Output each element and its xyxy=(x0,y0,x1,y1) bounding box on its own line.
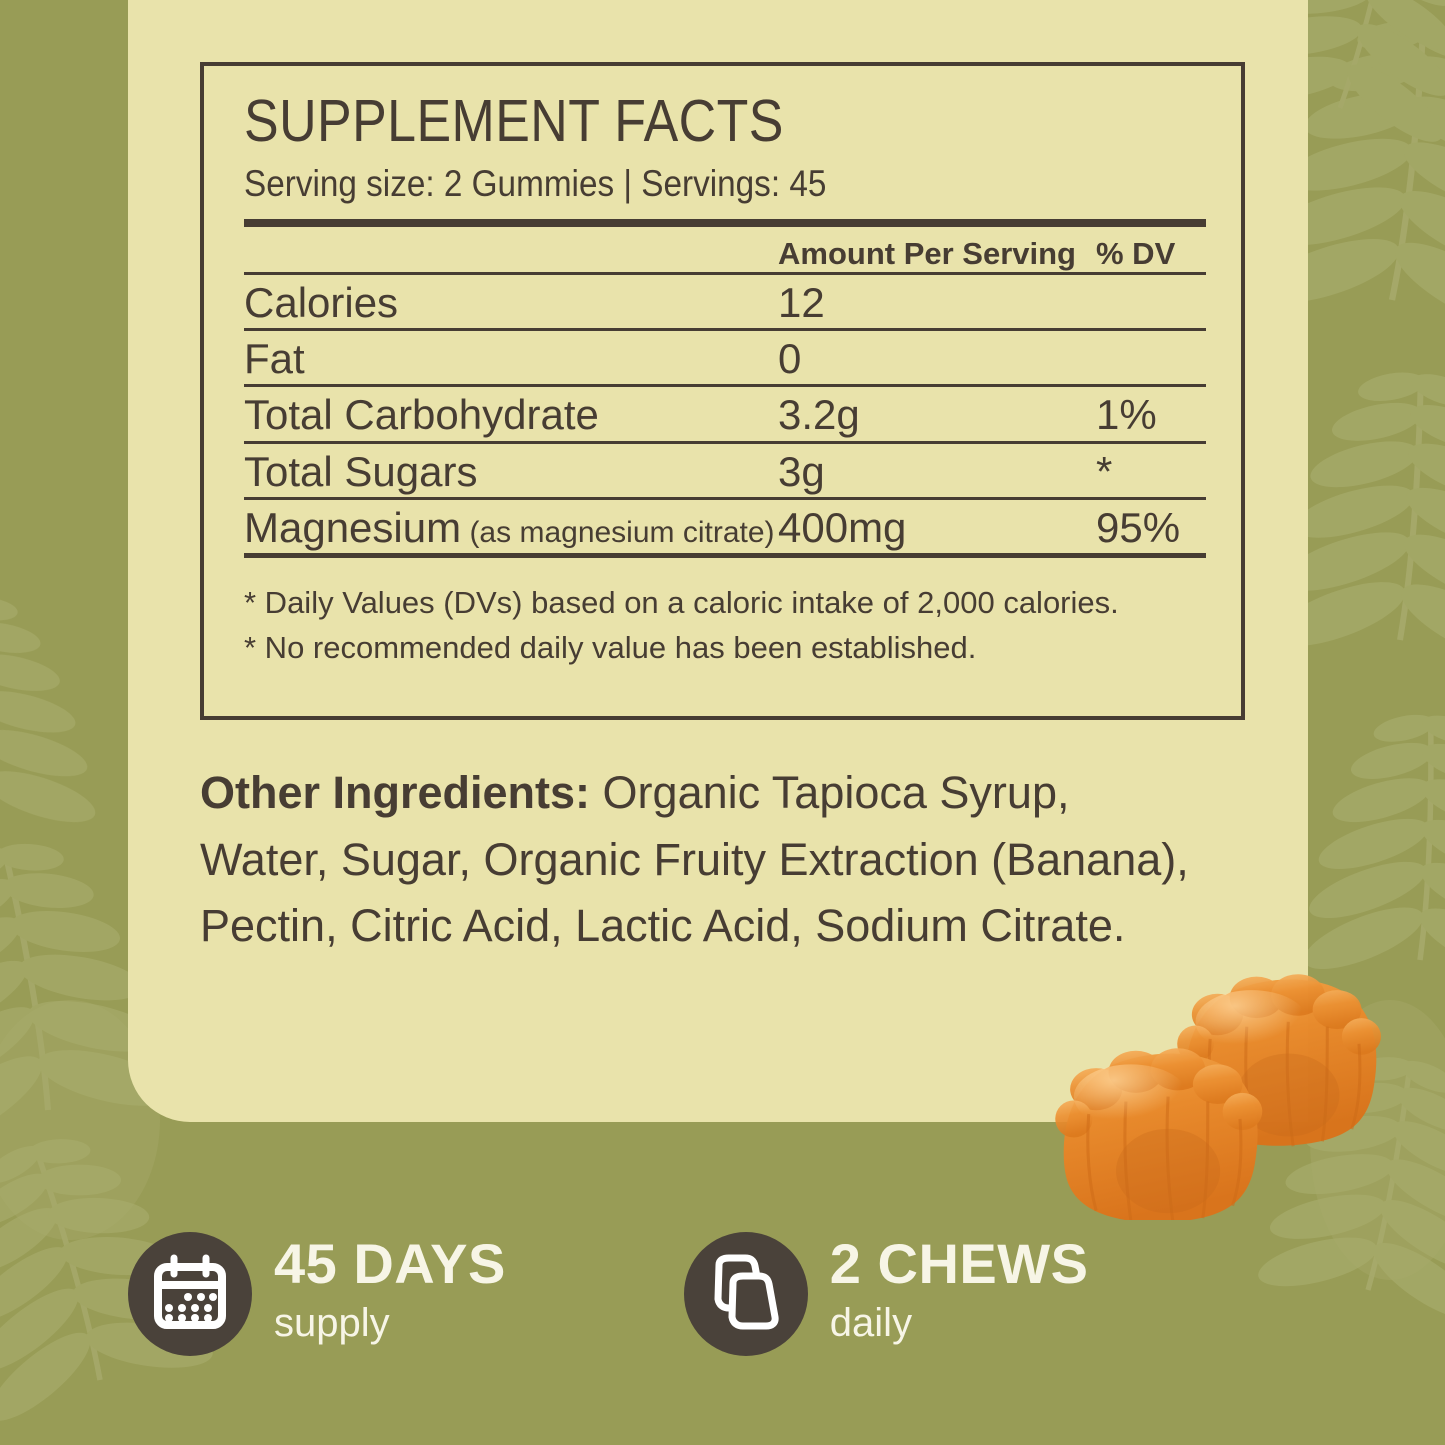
badge-text-block: 45 DAYS supply xyxy=(274,1232,506,1348)
column-header-amount: Amount Per Serving xyxy=(778,236,1076,271)
other-ingredients: Other Ingredients: Organic Tapioca Syrup… xyxy=(200,760,1210,960)
badge-days-supply: 45 DAYS supply xyxy=(128,1232,506,1356)
nutrition-row: Fat 0 xyxy=(244,331,1206,384)
supplement-facts-box: SUPPLEMENT FACTS Serving size: 2 Gummies… xyxy=(200,62,1245,720)
row-divider xyxy=(244,272,1206,275)
supplement-facts-title: SUPPLEMENT FACTS xyxy=(244,88,784,154)
row-divider xyxy=(244,440,1206,444)
nutrient-daily-value: 95% xyxy=(1096,503,1181,551)
badge-icon-circle xyxy=(128,1232,252,1356)
other-ingredients-text: Organic Tapioca Syrup, Water, Sugar, Org… xyxy=(200,767,1189,952)
badge-text-block: 2 CHEWS daily xyxy=(830,1232,1089,1348)
nutrient-name: Total Carbohydrate xyxy=(244,391,599,439)
calendar-icon xyxy=(154,1254,226,1329)
row-divider xyxy=(244,496,1206,500)
nutrient-name: Magnesium (as magnesium citrate) xyxy=(244,503,775,551)
row-divider xyxy=(244,384,1206,388)
nutrient-name: Fat xyxy=(244,335,305,383)
badge-sub-label: daily xyxy=(829,1301,913,1345)
badge-main-label: 45 DAYS xyxy=(274,1232,506,1295)
label-card: SUPPLEMENT FACTS Serving size: 2 Gummies… xyxy=(128,0,1308,1122)
badge-sub-label: supply xyxy=(274,1301,390,1345)
nutrient-daily-value: 1% xyxy=(1096,391,1157,439)
nutrient-name: Calories xyxy=(244,279,399,326)
header-divider xyxy=(244,219,1206,227)
nutrient-amount: 3g xyxy=(778,447,825,495)
bottom-badges: 45 DAYS supply 2 CHEWS daily xyxy=(128,1232,1308,1412)
nutrient-source-note: (as magnesium citrate) xyxy=(461,515,775,549)
nutrition-row: Calories 12 xyxy=(244,275,1206,328)
badge-chews-daily: 2 CHEWS daily xyxy=(683,1232,1089,1356)
column-header-dv: % DV xyxy=(1096,236,1176,271)
nutrition-table: Amount Per Serving % DV Calories 12 Fat 0 To… xyxy=(244,227,1206,559)
serving-size-line: Serving size: 2 Gummies | Servings: 45 xyxy=(244,163,827,204)
nutrient-name: Total Sugars xyxy=(244,447,478,495)
two-orange-gummies-image xyxy=(1053,972,1383,1220)
footnote-line: * No recommended daily value has been es… xyxy=(244,630,977,666)
nutrient-daily-value: * xyxy=(1096,447,1113,495)
nutrient-amount: 12 xyxy=(778,279,825,326)
badge-main-label: 2 CHEWS xyxy=(829,1232,1089,1295)
nutrition-row: Total Carbohydrate 3.2g 1% xyxy=(244,387,1206,440)
footnote-line: * Daily Values (DVs) based on a caloric … xyxy=(244,585,1119,621)
badge-icon-circle xyxy=(683,1232,808,1356)
nutrition-row: Total Sugars 3g * xyxy=(244,444,1206,497)
table-bottom-divider xyxy=(244,553,1206,559)
nutrition-row: Magnesium (as magnesium citrate) 400mg 95% xyxy=(244,500,1206,553)
nutrient-amount: 0 xyxy=(778,335,802,383)
nutrient-amount: 3.2g xyxy=(778,391,860,439)
footnotes: * Daily Values (DVs) based on a caloric … xyxy=(244,580,1206,671)
row-divider xyxy=(244,328,1206,332)
nutrient-amount: 400mg xyxy=(778,503,907,551)
table-header-row: Amount Per Serving % DV xyxy=(244,227,1206,272)
chews-icon xyxy=(714,1254,779,1330)
other-ingredients-label: Other Ingredients: xyxy=(200,767,591,818)
